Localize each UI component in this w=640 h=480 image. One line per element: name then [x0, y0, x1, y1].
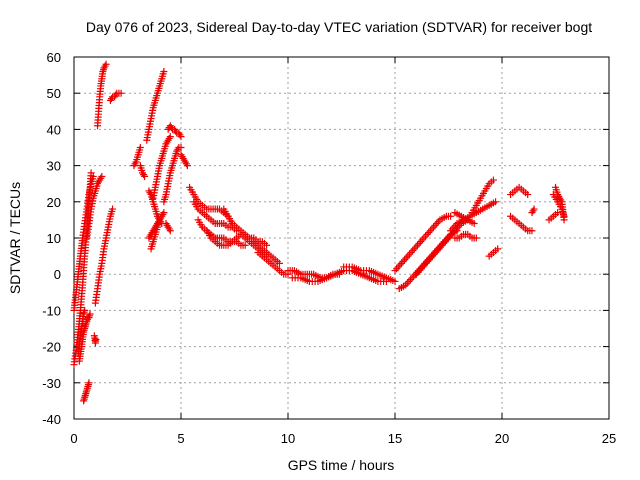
data-track — [220, 205, 271, 249]
data-track — [74, 306, 89, 358]
data-track — [177, 151, 191, 170]
data-point — [524, 191, 532, 199]
data-track — [288, 267, 390, 285]
data-point — [554, 209, 562, 217]
data-point — [492, 198, 500, 206]
y-tick-label: 40 — [47, 122, 61, 137]
gridlines — [74, 57, 609, 419]
data-point — [275, 259, 283, 267]
data-point — [166, 133, 174, 141]
data-track — [75, 310, 94, 365]
data-point — [136, 144, 144, 151]
data-point — [166, 227, 174, 235]
data-point — [494, 245, 502, 253]
data-track — [391, 212, 455, 275]
data-point — [160, 67, 168, 75]
chart-title: Day 076 of 2023, Sidereal Day-to-day VTE… — [86, 19, 592, 35]
data-track — [250, 238, 283, 267]
data-track — [91, 205, 117, 307]
data-track — [545, 209, 562, 224]
data-track — [507, 212, 536, 235]
data-point — [85, 379, 93, 387]
y-tick-label: -20 — [42, 340, 61, 355]
x-tick-label: 15 — [388, 431, 402, 446]
x-axis-label: GPS time / hours — [288, 457, 395, 473]
data-track — [136, 162, 149, 180]
data-points — [70, 60, 568, 405]
data-track — [83, 172, 106, 242]
x-tick-label: 25 — [602, 431, 616, 446]
data-point — [447, 212, 455, 220]
y-tick-labels: -40 -30 -20 -10 0 10 20 30 40 50 60 — [42, 50, 61, 427]
data-point — [489, 176, 497, 184]
data-track — [90, 332, 100, 347]
data-point — [470, 220, 478, 228]
x-tick-labels: 0 5 10 15 20 25 — [70, 431, 616, 446]
data-track — [94, 60, 110, 130]
x-tick-label: 0 — [70, 431, 77, 446]
data-point — [391, 277, 399, 285]
data-point — [87, 169, 95, 177]
data-point — [141, 172, 149, 180]
data-track — [451, 209, 478, 228]
data-point — [109, 205, 117, 213]
data-track — [162, 220, 174, 235]
data-track — [147, 209, 168, 253]
data-track — [143, 67, 168, 144]
y-axis-label: SDTVAR / TECUs — [7, 182, 23, 294]
data-point — [160, 209, 168, 217]
x-tick-label: 20 — [495, 431, 509, 446]
y-tick-label: 0 — [54, 267, 61, 282]
data-point — [530, 205, 538, 213]
data-track — [340, 263, 399, 285]
data-track — [130, 144, 144, 170]
data-point — [560, 216, 568, 224]
y-tick-label: 60 — [47, 50, 61, 65]
y-tick-label: 10 — [47, 231, 61, 246]
data-point — [263, 241, 271, 249]
x-tick-label: 5 — [177, 431, 184, 446]
y-tick-label: -30 — [42, 376, 61, 391]
data-point — [102, 60, 110, 68]
y-tick-label: -10 — [42, 303, 61, 318]
y-tick-label: 50 — [47, 86, 61, 101]
data-track — [149, 133, 174, 202]
data-point — [98, 172, 106, 180]
data-point — [241, 241, 249, 249]
y-tick-label: 20 — [47, 195, 61, 210]
data-point — [177, 144, 185, 151]
data-track — [485, 245, 502, 260]
data-track — [164, 122, 185, 141]
data-track — [507, 183, 532, 199]
data-track — [451, 230, 480, 242]
data-point — [117, 89, 125, 97]
x-tick-label: 10 — [281, 431, 295, 446]
y-tick-label: 30 — [47, 159, 61, 174]
data-track — [528, 205, 538, 217]
data-point — [528, 227, 536, 235]
data-track — [106, 89, 125, 104]
data-track — [468, 176, 497, 217]
data-track — [80, 379, 93, 405]
data-point — [472, 234, 480, 242]
data-point — [177, 133, 185, 141]
data-point — [92, 335, 100, 343]
y-tick-label: -40 — [42, 412, 61, 427]
data-track — [254, 248, 292, 278]
data-point — [81, 306, 89, 314]
data-track — [160, 144, 185, 206]
axis-ticks — [73, 56, 610, 420]
data-point — [86, 310, 94, 318]
data-point — [183, 162, 191, 170]
